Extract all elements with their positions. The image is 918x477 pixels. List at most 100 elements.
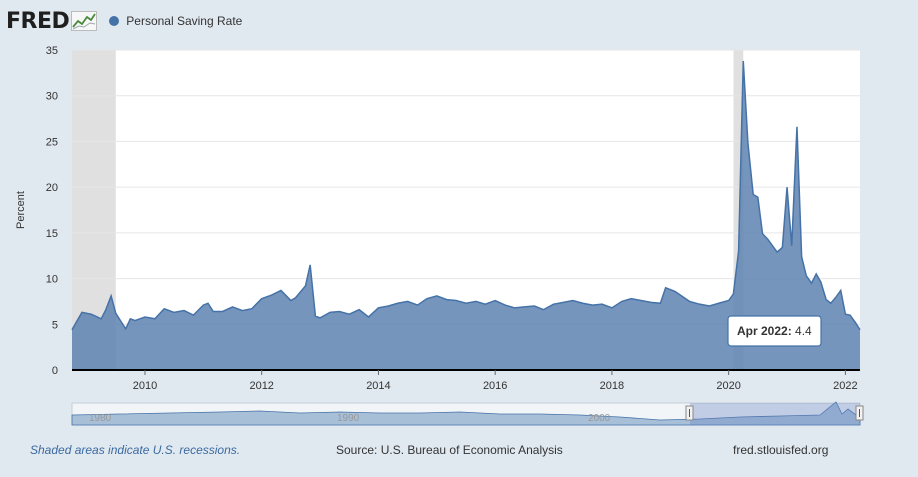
x-tick-labels: 2010 2012 2014 2016 2018 2020 2022 — [133, 370, 858, 392]
logo-graph-icon — [71, 11, 98, 31]
legend-marker-icon — [109, 16, 120, 26]
data-point — [791, 244, 793, 246]
y-tick-label: 20 — [46, 182, 58, 194]
data-point — [820, 281, 822, 283]
tooltip-box — [727, 315, 822, 347]
navigator-series — [71, 401, 861, 426]
data-point — [630, 297, 632, 299]
data-point — [601, 303, 603, 305]
data-point — [221, 310, 223, 312]
data-point — [397, 302, 399, 304]
y-tick-label: 15 — [46, 228, 58, 240]
data-point — [115, 312, 117, 314]
data-point — [742, 60, 744, 62]
data-point — [727, 299, 729, 301]
navigator-selection[interactable] — [690, 403, 860, 425]
data-point — [475, 300, 477, 302]
data-point — [844, 313, 846, 315]
fred-logo[interactable]: FRED — [6, 8, 98, 34]
y-tick-label: 5 — [52, 319, 58, 331]
tooltip-text: Apr 2022: 4.4 — [737, 324, 812, 338]
data-point — [251, 308, 253, 310]
data-point — [800, 255, 802, 257]
chart-header: FRED Personal Saving Rate — [6, 6, 242, 36]
data-point — [859, 329, 861, 331]
data-point — [154, 318, 156, 320]
data-point — [640, 299, 642, 301]
data-point — [294, 297, 296, 299]
data-point — [830, 302, 832, 304]
data-point — [71, 329, 73, 331]
data-point — [810, 282, 812, 284]
gridlines — [72, 49, 860, 325]
data-point — [767, 238, 769, 240]
logo-text: FRED — [6, 8, 70, 34]
data-point — [231, 306, 233, 308]
data-point — [202, 304, 204, 306]
data-point — [611, 307, 613, 309]
legend-series-label[interactable]: Personal Saving Rate — [126, 14, 243, 28]
data-point — [144, 316, 146, 318]
data-point — [834, 297, 836, 299]
data-point — [542, 308, 544, 310]
data-point — [747, 142, 749, 144]
data-point — [533, 305, 535, 307]
data-point — [737, 250, 739, 252]
navigator[interactable]: 1980 1990 2000 — [71, 401, 864, 426]
data-point — [854, 321, 856, 323]
y-axis-label: Percent — [15, 191, 27, 229]
data-point — [367, 316, 369, 318]
site-link[interactable]: fred.stlouisfed.org — [733, 443, 829, 457]
data-point — [110, 295, 112, 297]
y-tick-label: 35 — [46, 45, 58, 57]
x-tick-label: 2022 — [833, 380, 857, 392]
data-point — [781, 246, 783, 248]
data-point — [436, 295, 438, 297]
data-point — [562, 301, 564, 303]
data-point — [100, 318, 102, 320]
x-tick-label: 2012 — [249, 380, 273, 392]
data-point — [659, 302, 661, 304]
x-tick-label: 2016 — [483, 380, 507, 392]
data-point — [786, 186, 788, 188]
data-point — [280, 289, 282, 291]
data-point — [377, 307, 379, 309]
tooltip: Apr 2022: 4.4 — [727, 315, 822, 347]
data-point — [212, 310, 214, 312]
navigator-label-2000: 2000 — [588, 413, 611, 424]
data-point — [416, 304, 418, 306]
data-point — [338, 310, 340, 312]
x-tick-label: 2020 — [716, 380, 740, 392]
data-point — [261, 297, 263, 299]
data-point — [358, 308, 360, 310]
source-note: Source: U.S. Bureau of Economic Analysis — [336, 443, 563, 457]
data-point — [757, 196, 759, 198]
series-line — [71, 60, 861, 331]
x-tick-label: 2018 — [600, 380, 624, 392]
data-point — [90, 313, 92, 315]
data-point — [446, 298, 448, 300]
y-tick-label: 25 — [46, 136, 58, 148]
data-point — [805, 275, 807, 277]
data-point — [329, 311, 331, 313]
data-point — [314, 315, 316, 317]
data-point — [552, 303, 554, 305]
data-point — [840, 289, 842, 291]
navigator-left-handle[interactable] — [685, 405, 694, 421]
data-point — [387, 305, 389, 307]
data-point — [708, 305, 710, 307]
data-point — [650, 301, 652, 303]
data-point — [771, 244, 773, 246]
recession-band — [733, 50, 744, 370]
data-point — [698, 303, 700, 305]
y-tick-label: 10 — [46, 274, 58, 286]
recession-note: Shaded areas indicate U.S. recessions. — [30, 443, 241, 457]
data-point — [125, 328, 127, 330]
navigator-label-1990: 1990 — [337, 413, 360, 424]
navigator-right-handle[interactable] — [855, 405, 864, 421]
data-point — [523, 306, 525, 308]
data-point — [494, 299, 496, 301]
data-point — [679, 294, 681, 296]
data-point — [192, 314, 194, 316]
